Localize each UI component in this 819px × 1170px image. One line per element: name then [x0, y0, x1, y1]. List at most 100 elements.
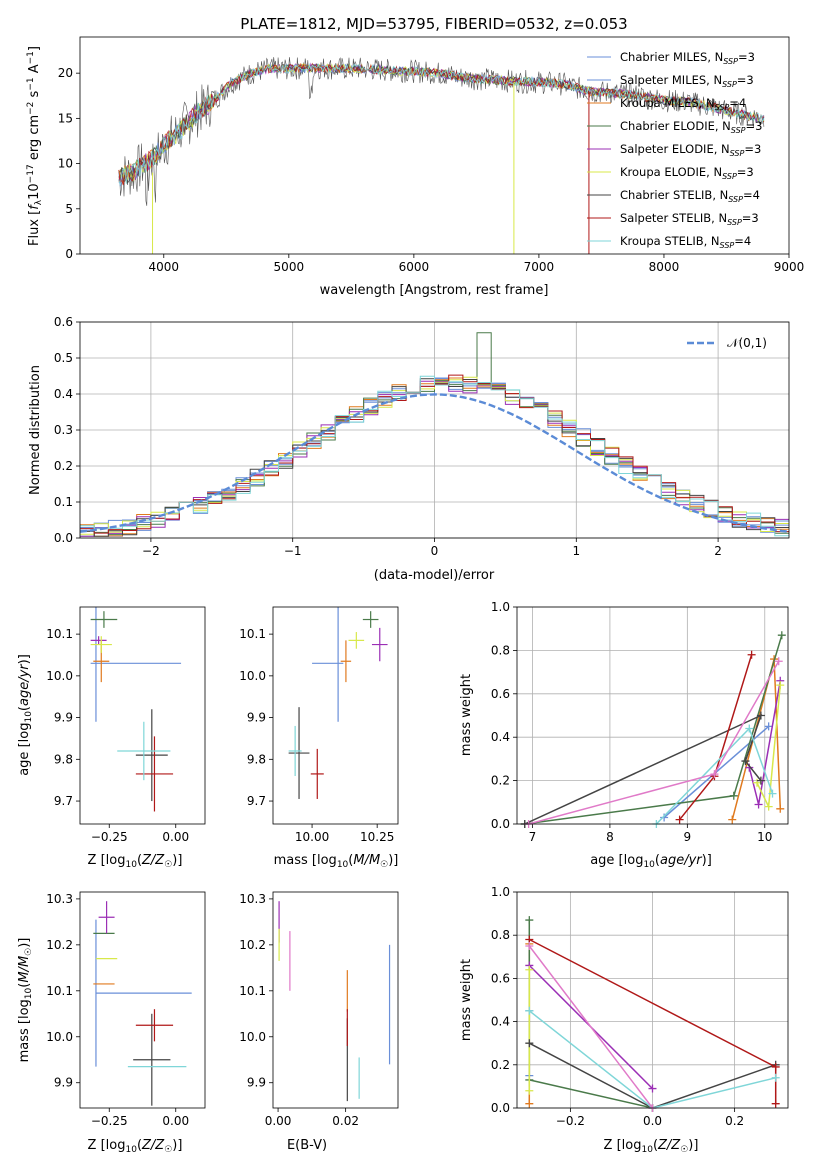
ebv-x-label: E(B-V): [287, 1138, 327, 1153]
age-z-point: [135, 736, 174, 812]
age-mass-point: [348, 632, 365, 649]
weight-z-y-tick-label: 0.4: [491, 1015, 510, 1029]
weight-age-y-tick-label: 0.4: [491, 730, 510, 744]
weight-z-series-line: [528, 945, 654, 1108]
spectrum-frame: [79, 36, 790, 255]
weight-age-marker: [741, 757, 750, 766]
spectrum-y-tick-label: 0: [65, 247, 73, 261]
spectrum-x-tick-label: 7000: [524, 260, 555, 274]
spectrum-x-tick-label: 8000: [649, 260, 680, 274]
mass-ebv-y-tick-label: 10.0: [239, 1030, 266, 1044]
weight-age-marker: [776, 681, 785, 690]
weight-z-series-line: [528, 1042, 776, 1108]
mass-z-point: [98, 901, 115, 934]
weight-age-marker: [747, 650, 756, 659]
age-mass-point: [340, 640, 352, 683]
mass-z-x-tick-label: 0.00: [162, 1114, 189, 1128]
spectrum-legend-label: Kroupa MILES, NSSP=4: [620, 96, 746, 112]
mass-z-point: [135, 1009, 174, 1042]
weight-age-marker: [728, 815, 737, 824]
mass-z-y-tick-label: 10.3: [46, 892, 73, 906]
weight-z-y-tick-label: 1.0: [491, 885, 510, 899]
weight-z-marker: [771, 1062, 780, 1071]
weight-age-marker: [660, 813, 669, 822]
weight-z-x-tick-label: 0.0: [643, 1114, 662, 1128]
weight-age-y-tick-label: 0.8: [491, 643, 510, 657]
weight-z-marker: [525, 1086, 534, 1095]
residuals-y-tick-label: 0.5: [54, 351, 73, 365]
residuals-frame: [79, 321, 790, 539]
weight-age-frame: [516, 606, 789, 825]
spectrum-model-line: [118, 62, 765, 186]
mass-z-point: [133, 1013, 171, 1106]
weight-age-marker: [764, 802, 773, 811]
age-mass-y-tick-label: 10.0: [239, 669, 266, 683]
age-mass-x-tick-label: 10.25: [360, 830, 394, 844]
age-z-point: [90, 636, 107, 645]
residuals-hist-step: [80, 375, 789, 538]
age-mass-y-tick-label: 9.7: [247, 794, 266, 808]
spectrum-x-tick-label: 5000: [274, 260, 305, 274]
mass-ebv-y-tick-label: 9.9: [247, 1076, 266, 1090]
weight-age-marker: [768, 789, 777, 798]
weight-age-x-tick-label: 9: [684, 830, 692, 844]
residuals-y-label: Normed distribution: [28, 365, 43, 495]
spectrum-legend-label: Kroupa STELIB, NSSP=4: [620, 234, 751, 250]
residuals-y-tick-label: 0.3: [54, 423, 73, 437]
weight-age-marker: [729, 791, 738, 800]
weight-z-marker: [525, 1039, 534, 1048]
mass-z-y-tick-label: 9.9: [54, 1076, 73, 1090]
residuals-y-tick-label: 0.4: [54, 387, 73, 401]
weight-age-marker: [774, 657, 783, 666]
weight-z-y-label: mass weight: [459, 959, 474, 1041]
mass-z-y-tick-label: 10.2: [46, 938, 73, 952]
weight-z-marker: [525, 942, 534, 950]
residuals-y-tick-label: 0.0: [54, 531, 73, 545]
age-mass-y-tick-label: 9.9: [247, 711, 266, 725]
age-z-x-label: Z [log10(Z/Z☉)]: [88, 853, 183, 870]
spectrum-legend-label: Salpeter MILES, NSSP=3: [620, 73, 754, 89]
spectrum-y-tick-label: 15: [58, 111, 73, 125]
weight-z-x-label: Z [log10(Z/Z☉)]: [604, 1138, 699, 1155]
mass-z-frame: [79, 891, 206, 1109]
age-mass-point: [371, 627, 388, 662]
age-z-y-tick-label: 9.9: [54, 711, 73, 725]
age-z-point: [90, 611, 118, 628]
age-z-y-tick-label: 10.1: [46, 627, 73, 641]
age-z-frame: [79, 606, 206, 825]
mass-ebv-y-tick-label: 10.1: [239, 984, 266, 998]
weight-z-y-tick-label: 0.2: [491, 1058, 510, 1072]
weight-age-x-label: age [log10(age/yr)]: [590, 853, 712, 870]
spectrum-legend-label: Chabrier STELIB, NSSP=4: [620, 188, 760, 204]
spectrum-legend-label: Salpeter STELIB, NSSP=3: [620, 211, 759, 227]
age-mass-point: [310, 748, 324, 799]
weight-age-marker: [754, 800, 763, 809]
residuals-x-tick-label: −2: [142, 544, 160, 558]
weight-z-marker: [525, 1099, 534, 1108]
spectrum-y-tick-label: 10: [58, 157, 73, 171]
spectrum-y-label: Flux [fλ10−17 erg cm−2 s−1 A−1]: [26, 46, 44, 246]
age-mass-point: [288, 725, 302, 777]
age-mass-point: [362, 611, 379, 628]
weight-z-frame: [516, 891, 789, 1109]
residuals-x-tick-label: 0: [431, 544, 439, 558]
mass-z-x-tick-label: −0.25: [91, 1114, 128, 1128]
mass-z-y-label: mass [log10(M/M☉)]: [17, 938, 34, 1063]
mass-ebv-x-tick-label: 0.00: [265, 1114, 292, 1128]
weight-z-x-tick-label: 0.2: [725, 1114, 744, 1128]
weight-age-marker: [675, 815, 684, 824]
spectrum-legend-label: Kroupa ELODIE, NSSP=3: [620, 165, 754, 181]
age-z-x-tick-label: −0.25: [91, 830, 128, 844]
weight-z-marker: [525, 1006, 534, 1015]
residuals-x-tick-label: 1: [572, 544, 580, 558]
age-z-y-label: age [log10(age/yr)]: [17, 654, 34, 776]
weight-age-marker: [756, 711, 765, 720]
spectrum-title: PLATE=1812, MJD=53795, FIBERID=0532, z=0…: [240, 15, 627, 33]
spectrum-model-line: [118, 62, 765, 186]
spectrum-x-tick-label: 4000: [149, 260, 180, 274]
spectrum-legend-label: Chabrier ELODIE, NSSP=3: [620, 119, 762, 135]
weight-z-marker: [771, 1099, 780, 1108]
residuals-x-tick-label: −1: [284, 544, 302, 558]
residuals-hist-step: [80, 374, 789, 538]
